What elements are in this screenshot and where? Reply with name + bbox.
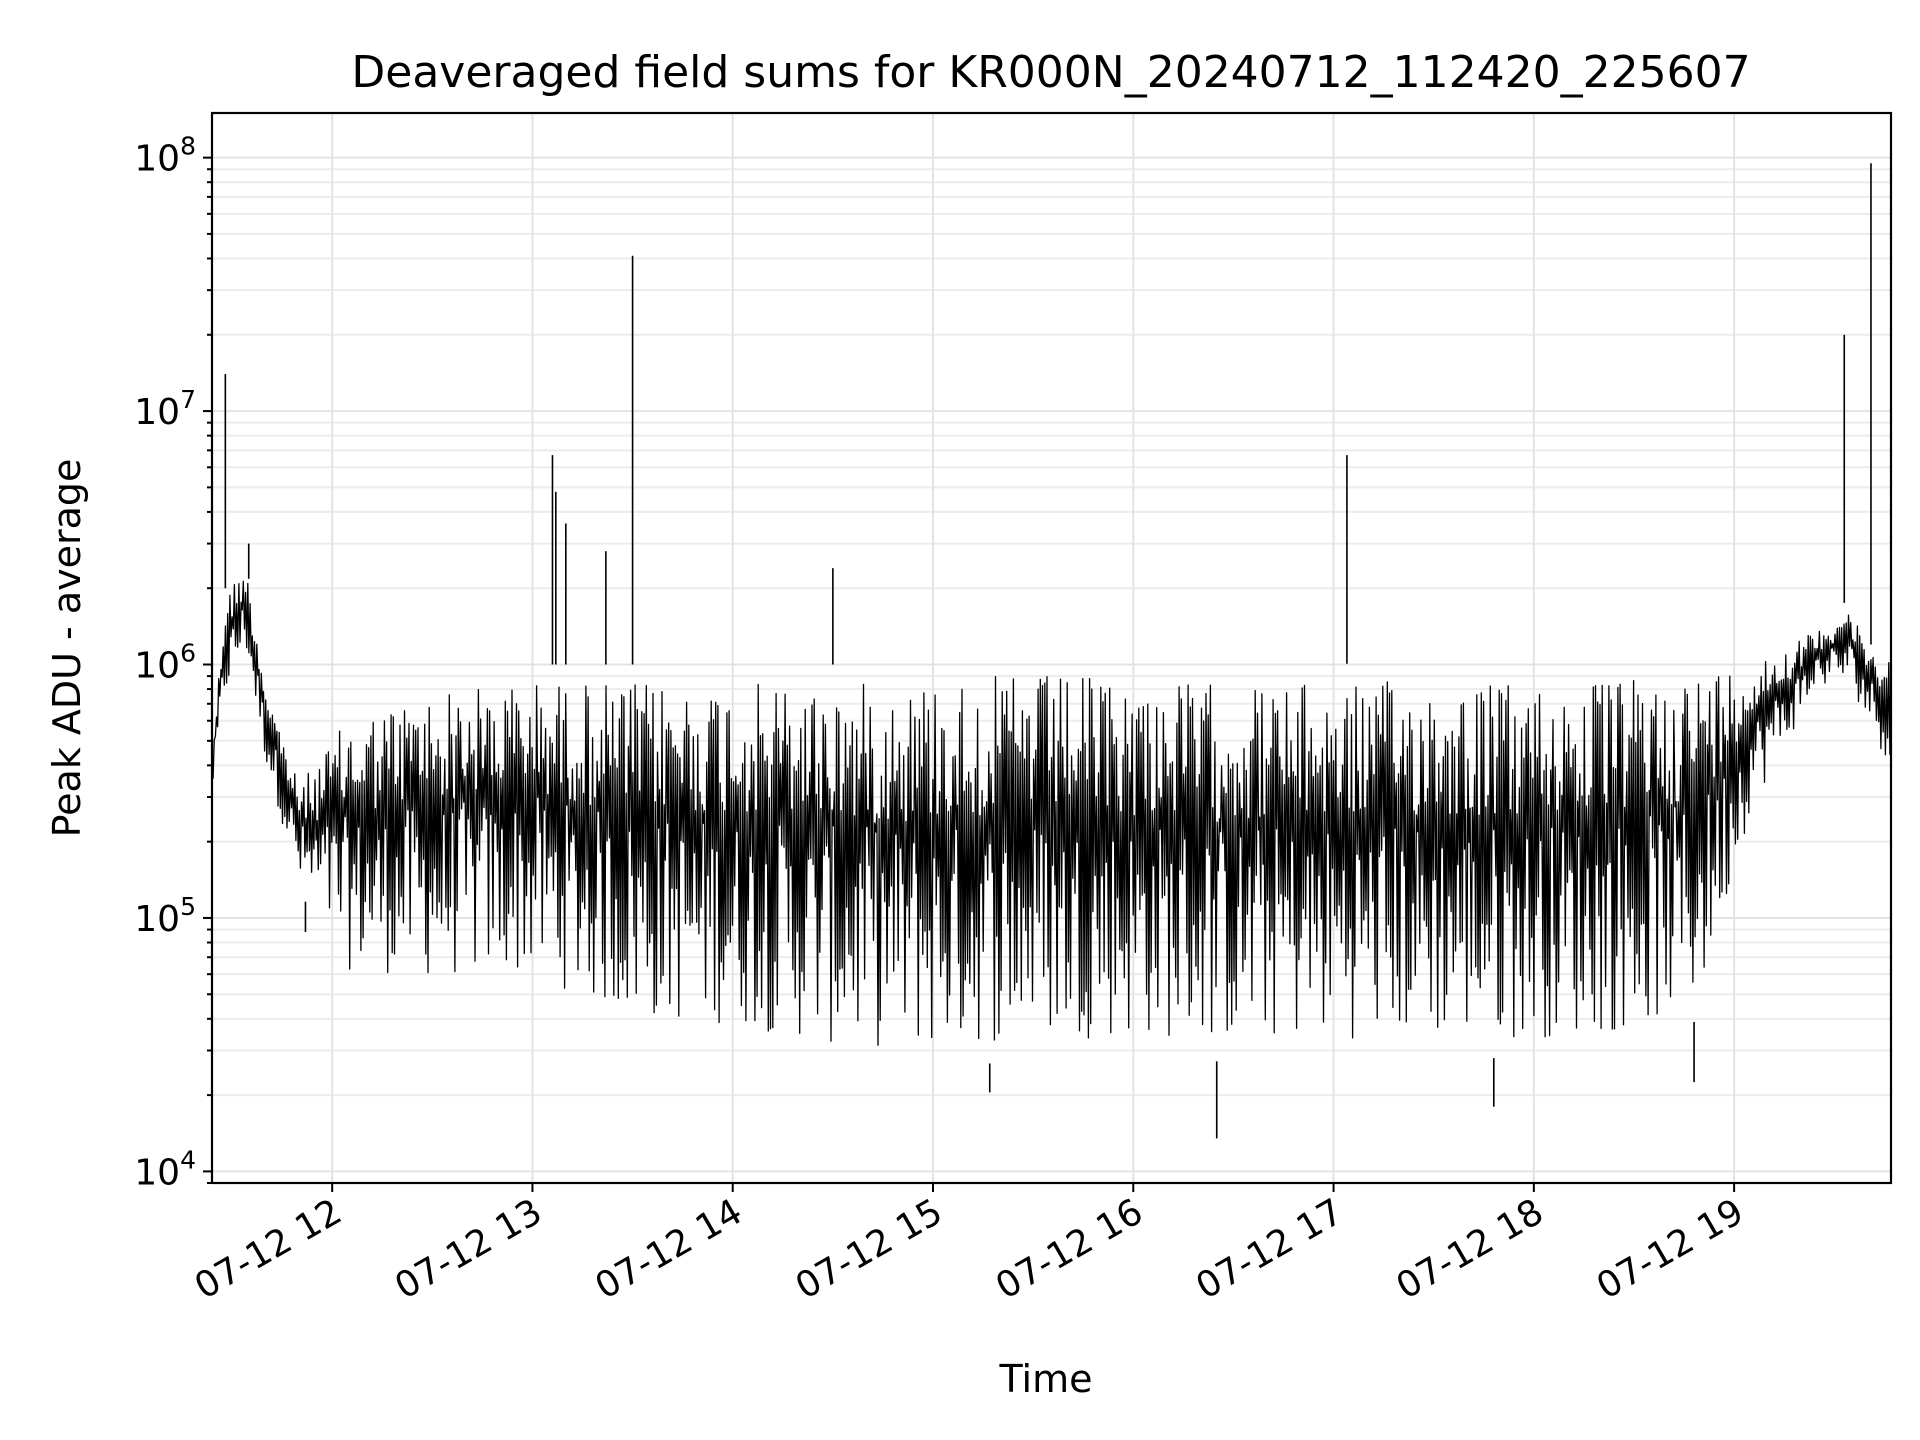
x-tick-label: 07-12 15: [789, 1191, 950, 1307]
x-tick-label: 07-12 12: [188, 1191, 349, 1307]
y-tick-label: 107: [134, 385, 196, 433]
x-tick-label: 07-12 17: [1189, 1191, 1350, 1307]
x-axis: 07-12 12 07-12 13 07-12 14 07-12 15 07-12 16…: [188, 1183, 1751, 1308]
plot-area: [212, 163, 1891, 1139]
y-tick-label: 108: [134, 132, 196, 180]
y-tick-label: 105: [134, 892, 196, 940]
y-axis-label: Peak ADU - average: [45, 459, 89, 838]
y-axis: 104 105 106 107 108: [134, 132, 212, 1193]
series-line: [212, 580, 1891, 1046]
series-peak-adu: [212, 163, 1891, 1139]
x-tick-label: 07-12 19: [1590, 1191, 1751, 1307]
x-axis-label: Time: [999, 1357, 1093, 1401]
x-tick-label: 07-12 18: [1390, 1191, 1551, 1307]
x-tick-label: 07-12 16: [989, 1191, 1150, 1307]
plot-frame: [210, 111, 1893, 1185]
x-tick-label: 07-12 14: [589, 1191, 750, 1307]
grid: [212, 113, 1891, 1184]
chart-title: Deaveraged field sums for KR000N_2024071…: [351, 47, 1750, 98]
y-tick-label: 104: [134, 1145, 196, 1193]
x-tick-label: 07-12 13: [388, 1191, 549, 1307]
y-tick-label: 106: [134, 639, 196, 687]
